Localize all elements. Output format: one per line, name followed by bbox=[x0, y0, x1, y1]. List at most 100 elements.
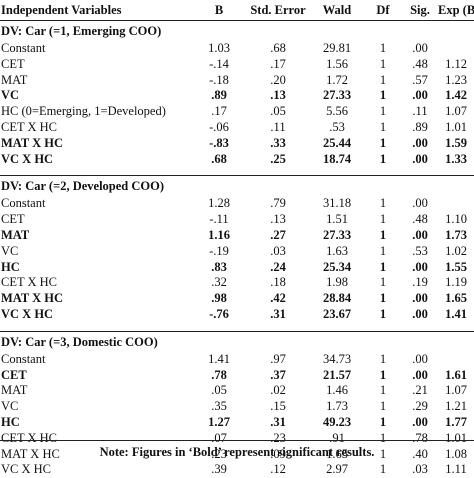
cell-df: 1 bbox=[364, 275, 402, 291]
cell-std-error: .33 bbox=[246, 136, 310, 152]
cell-exp-b: 1.07 bbox=[438, 383, 474, 399]
cell-df: 1 bbox=[364, 136, 402, 152]
cell-b: 1.16 bbox=[192, 228, 246, 244]
cell-b: 1.41 bbox=[192, 352, 246, 368]
cell-sig: .29 bbox=[402, 399, 438, 415]
cell-std-error: .05 bbox=[246, 104, 310, 120]
cell-sig: .00 bbox=[402, 352, 438, 368]
cell-b: .83 bbox=[192, 260, 246, 276]
cell-sig: .00 bbox=[402, 307, 438, 323]
cell-df: 1 bbox=[364, 462, 402, 478]
cell-wald: 29.81 bbox=[310, 41, 364, 57]
cell-std-error: .18 bbox=[246, 275, 310, 291]
cell-variable: CET bbox=[0, 212, 192, 228]
cell-std-error: .42 bbox=[246, 291, 310, 307]
section-title-row: DV: Car (=3, Domestic COO) bbox=[0, 331, 474, 352]
cell-exp-b: 1.19 bbox=[438, 275, 474, 291]
cell-std-error: .13 bbox=[246, 212, 310, 228]
cell-wald: 49.23 bbox=[310, 415, 364, 431]
cell-df: 1 bbox=[364, 368, 402, 384]
header-std-error: Std. Error bbox=[246, 0, 310, 21]
results-table-page: Independent Variables B Std. Error Wald … bbox=[0, 0, 474, 464]
cell-variable: MAT bbox=[0, 73, 192, 89]
cell-wald: 5.56 bbox=[310, 104, 364, 120]
cell-df: 1 bbox=[364, 57, 402, 73]
cell-b: .05 bbox=[192, 383, 246, 399]
cell-df: 1 bbox=[364, 104, 402, 120]
cell-sig: .48 bbox=[402, 57, 438, 73]
cell-sig: .00 bbox=[402, 41, 438, 57]
cell-std-error: .24 bbox=[246, 260, 310, 276]
cell-wald: 1.63 bbox=[310, 244, 364, 260]
header-exp-b: Exp (B) bbox=[438, 0, 474, 21]
cell-variable: HC bbox=[0, 260, 192, 276]
cell-sig: .00 bbox=[402, 228, 438, 244]
cell-exp-b: 1.55 bbox=[438, 260, 474, 276]
cell-sig: .57 bbox=[402, 73, 438, 89]
significance-note: Note: Figures in ‘Bold’ represent signif… bbox=[0, 440, 474, 463]
cell-df: 1 bbox=[364, 41, 402, 57]
cell-sig: .00 bbox=[402, 88, 438, 104]
cell-variable: CET X HC bbox=[0, 120, 192, 136]
cell-std-error: .97 bbox=[246, 352, 310, 368]
cell-wald: 25.34 bbox=[310, 260, 364, 276]
cell-std-error: .25 bbox=[246, 152, 310, 168]
section-title: DV: Car (=3, Domestic COO) bbox=[0, 331, 474, 352]
cell-sig: .00 bbox=[402, 368, 438, 384]
cell-b: -.11 bbox=[192, 212, 246, 228]
cell-exp-b: 1.12 bbox=[438, 57, 474, 73]
cell-df: 1 bbox=[364, 73, 402, 89]
cell-variable: Constant bbox=[0, 41, 192, 57]
cell-b: -.83 bbox=[192, 136, 246, 152]
cell-exp-b: 1.33 bbox=[438, 152, 474, 168]
cell-sig: .11 bbox=[402, 104, 438, 120]
cell-exp-b: 1.23 bbox=[438, 73, 474, 89]
cell-sig: .53 bbox=[402, 244, 438, 260]
cell-df: 1 bbox=[364, 260, 402, 276]
cell-sig: .89 bbox=[402, 120, 438, 136]
cell-sig: .19 bbox=[402, 275, 438, 291]
cell-exp-b: 1.21 bbox=[438, 399, 474, 415]
cell-exp-b: 1.10 bbox=[438, 212, 474, 228]
gap-cell bbox=[0, 323, 474, 332]
cell-exp-b bbox=[438, 41, 474, 57]
cell-b: 1.28 bbox=[192, 196, 246, 212]
cell-wald: 18.74 bbox=[310, 152, 364, 168]
cell-variable: Constant bbox=[0, 352, 192, 368]
cell-wald: 1.98 bbox=[310, 275, 364, 291]
cell-variable: CET X HC bbox=[0, 275, 192, 291]
cell-b: -.18 bbox=[192, 73, 246, 89]
cell-std-error: .79 bbox=[246, 196, 310, 212]
cell-df: 1 bbox=[364, 244, 402, 260]
cell-sig: .00 bbox=[402, 260, 438, 276]
cell-variable: VC X HC bbox=[0, 307, 192, 323]
cell-b: -.19 bbox=[192, 244, 246, 260]
cell-std-error: .11 bbox=[246, 120, 310, 136]
cell-exp-b: 1.41 bbox=[438, 307, 474, 323]
cell-exp-b: 1.61 bbox=[438, 368, 474, 384]
section-title: DV: Car (=1, Emerging COO) bbox=[0, 21, 474, 42]
cell-std-error: .68 bbox=[246, 41, 310, 57]
cell-df: 1 bbox=[364, 383, 402, 399]
cell-exp-b: 1.42 bbox=[438, 88, 474, 104]
cell-std-error: .02 bbox=[246, 383, 310, 399]
cell-df: 1 bbox=[364, 399, 402, 415]
header-df: Df bbox=[364, 0, 402, 21]
cell-wald: 23.67 bbox=[310, 307, 364, 323]
cell-b: 1.03 bbox=[192, 41, 246, 57]
cell-sig: .00 bbox=[402, 152, 438, 168]
cell-sig: .03 bbox=[402, 462, 438, 478]
cell-variable: MAT bbox=[0, 228, 192, 244]
